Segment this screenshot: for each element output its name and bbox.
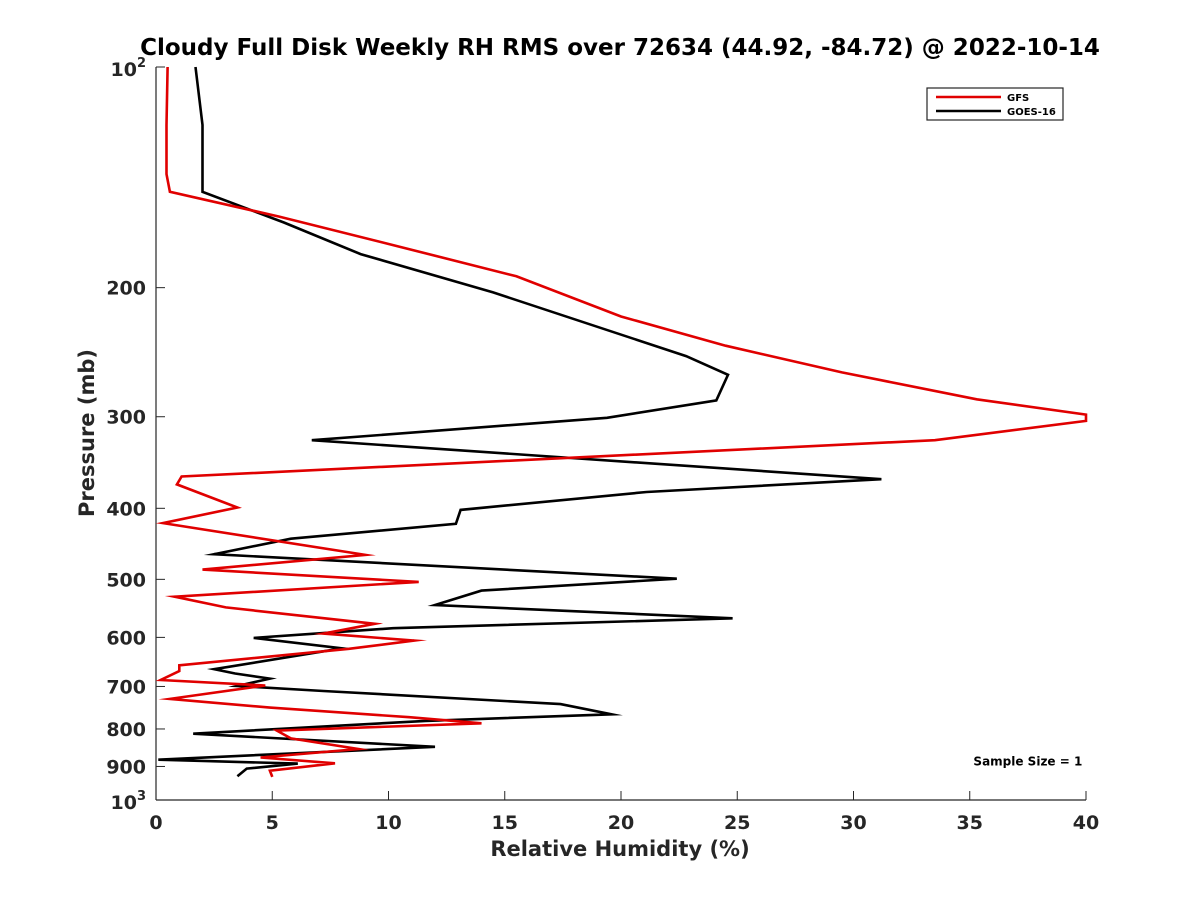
- x-tick-label: 15: [492, 812, 518, 834]
- y-tick-label: 600: [106, 627, 146, 649]
- series-line-gfs: [155, 66, 1088, 778]
- y-tick-label: 900: [106, 756, 146, 778]
- x-tick-label: 20: [608, 812, 634, 834]
- chart-title: Cloudy Full Disk Weekly RH RMS over 7263…: [140, 35, 1100, 61]
- y-axis-label: Pressure (mb): [75, 349, 99, 517]
- series-line-goes-16: [158, 66, 882, 778]
- y-tick-label: 300: [106, 407, 146, 429]
- sample-size-annotation: Sample Size = 1: [973, 754, 1082, 768]
- y-tick-label: 500: [106, 569, 146, 591]
- x-tick-label: 5: [266, 812, 279, 834]
- x-tick-label: 30: [840, 812, 866, 834]
- y-tick-label: 200: [106, 278, 146, 300]
- x-tick-label: 25: [724, 812, 750, 834]
- legend-label: GFS: [1007, 93, 1029, 104]
- legend-label: GOES-16: [1007, 107, 1056, 118]
- y-tick-label: 700: [106, 676, 146, 698]
- y-tick-label: 400: [106, 498, 146, 520]
- series-layer: [155, 66, 1088, 778]
- legend: GFS GOES-16: [926, 87, 1064, 121]
- x-tick-label: 0: [149, 812, 162, 834]
- y-tick-label: 800: [106, 719, 146, 741]
- x-tick-label: 35: [957, 812, 983, 834]
- y-tick-label: 103: [111, 789, 147, 814]
- x-tick-label: 40: [1073, 812, 1099, 834]
- x-axis-label: Relative Humidity (%): [490, 837, 749, 861]
- x-axis: 0 5 10 15 20 25 30 35 40: [149, 791, 1099, 834]
- y-axis: 102 200 300 400 500 600 700 800 900 103: [106, 56, 165, 814]
- legend-box: [926, 87, 1064, 121]
- y-tick-label: 102: [111, 56, 147, 81]
- x-tick-label: 10: [375, 812, 401, 834]
